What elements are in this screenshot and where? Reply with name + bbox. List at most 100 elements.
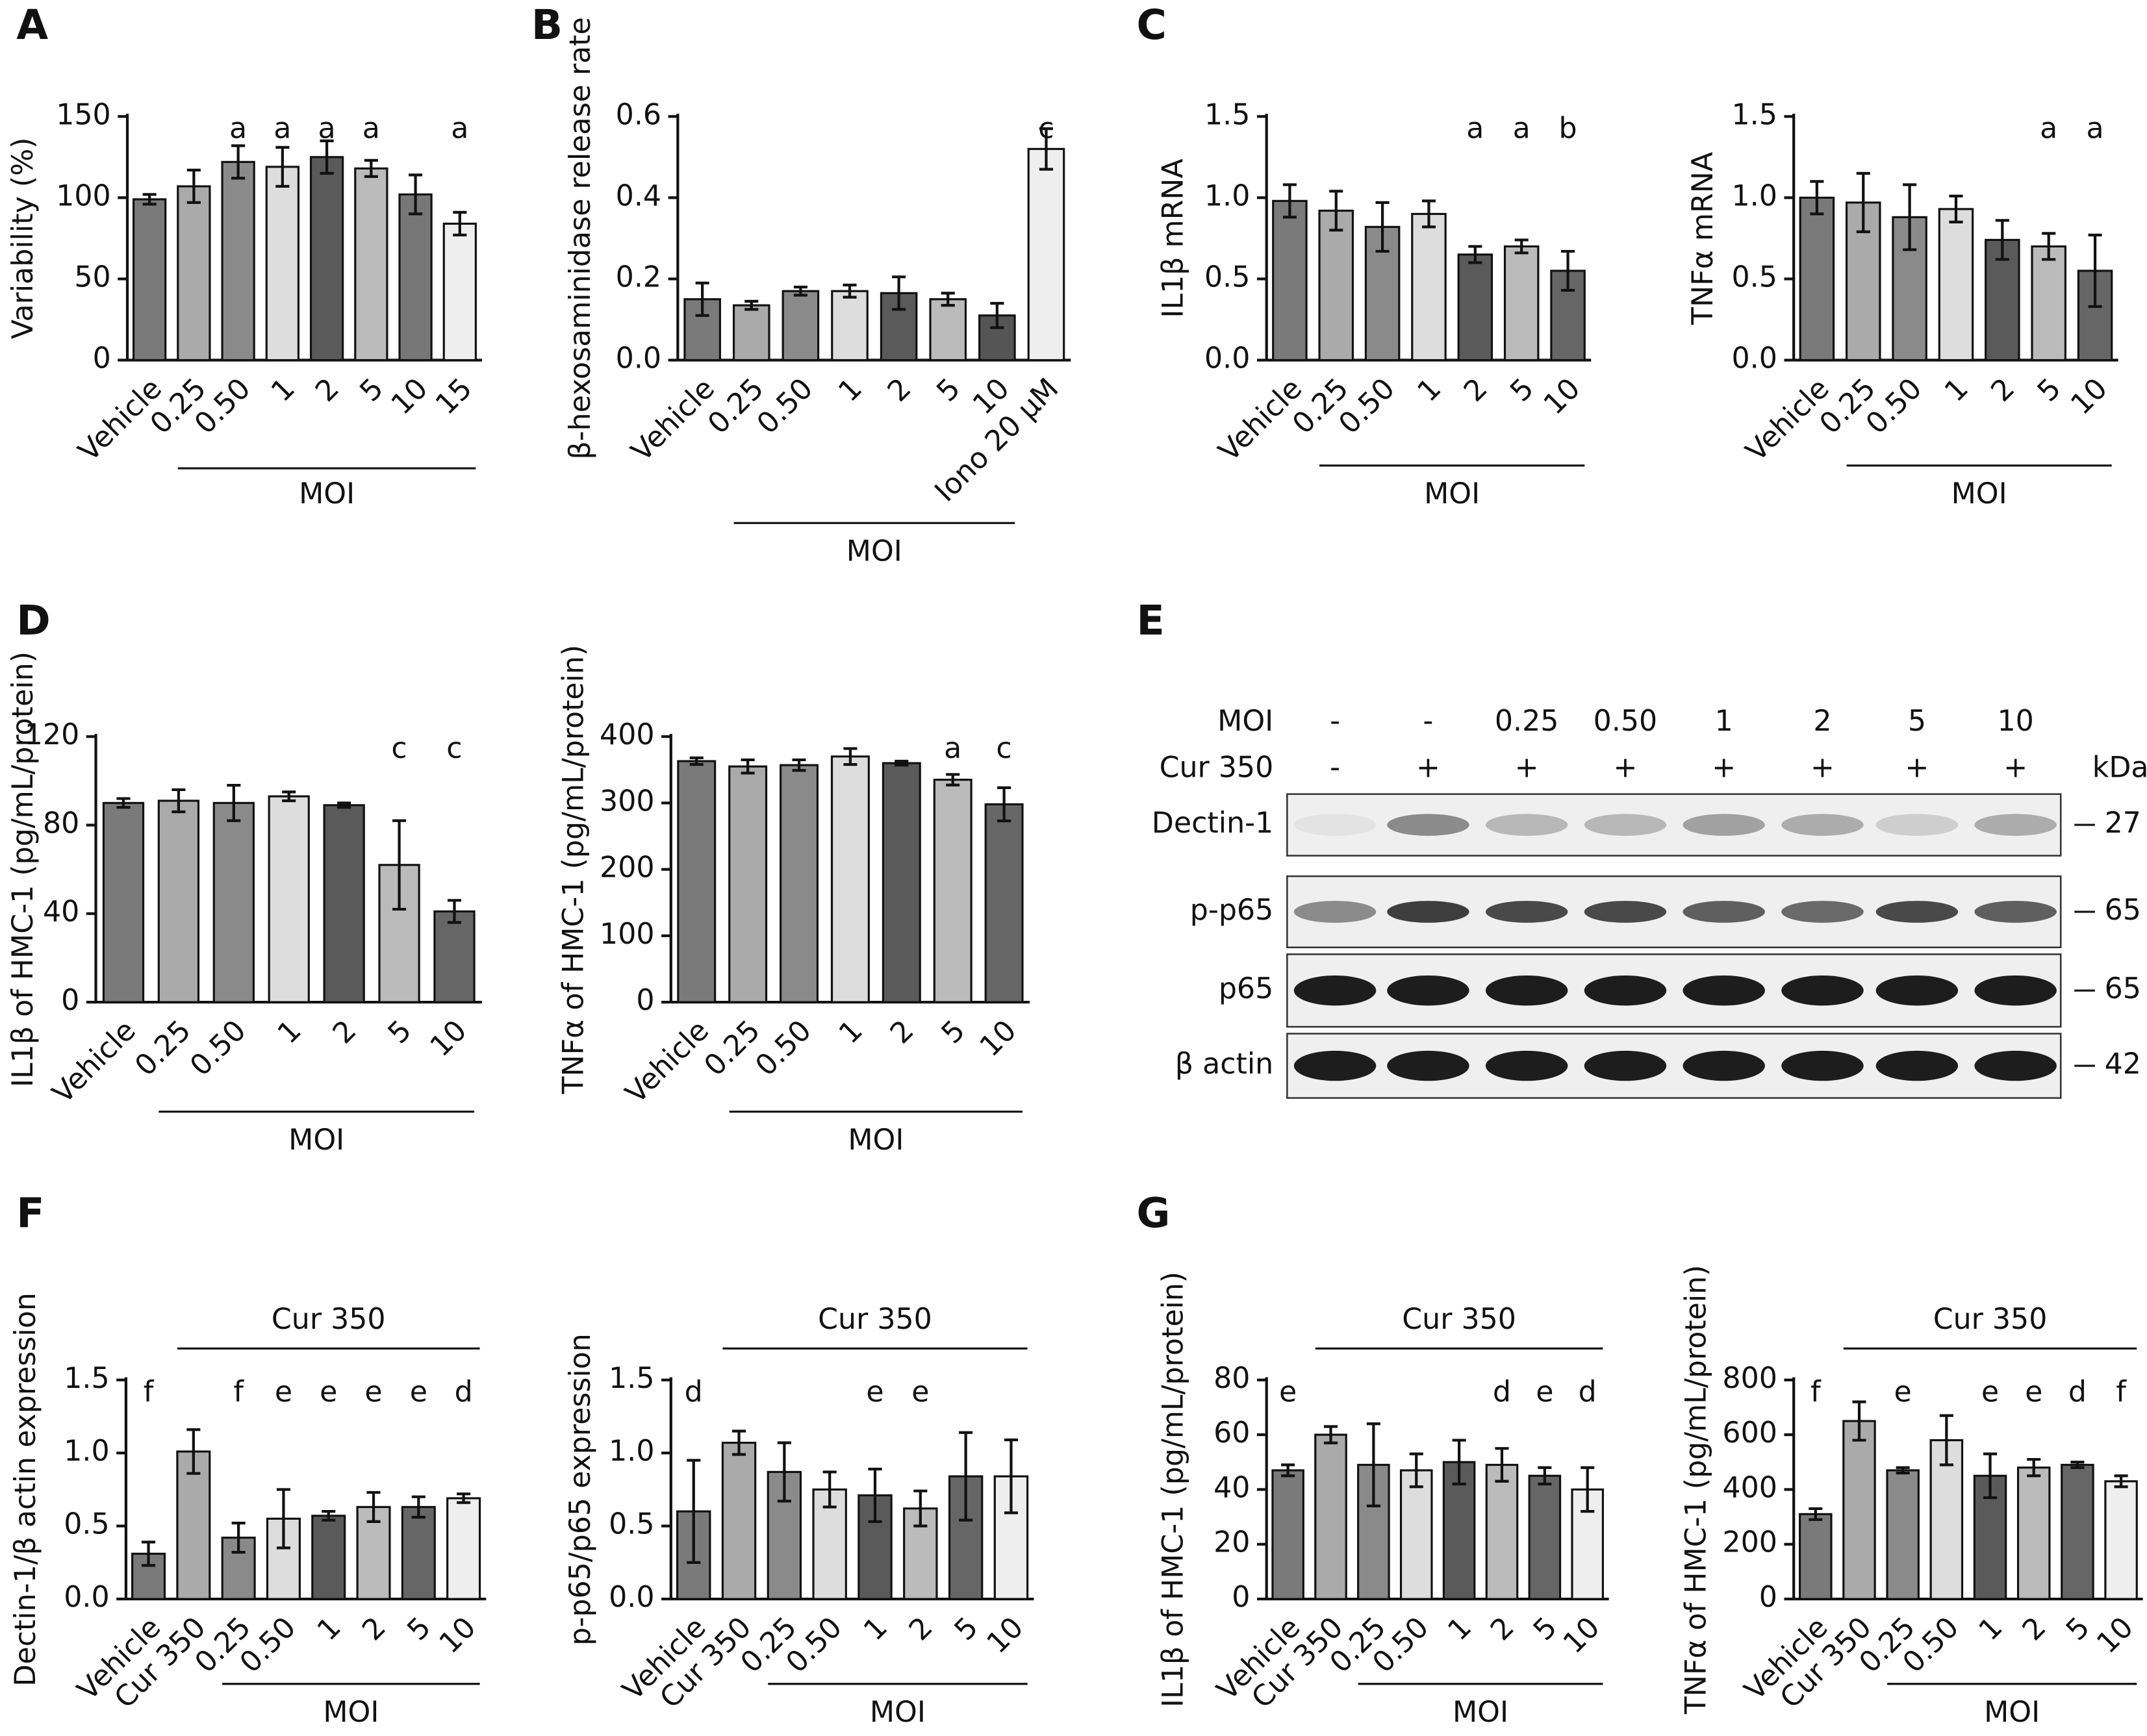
y-tick-label: 600 bbox=[1722, 1416, 1777, 1450]
annotation: e bbox=[2025, 1376, 2042, 1409]
bar bbox=[1411, 212, 1447, 362]
error-bar bbox=[1581, 1466, 1595, 1513]
y-tick-label: 0.2 bbox=[616, 260, 661, 294]
group-label: Cur 350 bbox=[818, 1303, 932, 1336]
error-bar bbox=[1375, 201, 1390, 253]
band bbox=[1293, 901, 1377, 923]
x-tick-label: 15 bbox=[429, 372, 479, 421]
row-label: β actin bbox=[1175, 1048, 1273, 1081]
bar bbox=[933, 779, 972, 1003]
bar bbox=[1027, 147, 1065, 362]
error-bar bbox=[1538, 1466, 1552, 1486]
annotation: d bbox=[2068, 1376, 2087, 1409]
band bbox=[1781, 975, 1864, 1006]
lane-label: - bbox=[1423, 705, 1433, 738]
y-tick-label: 0.5 bbox=[64, 1508, 109, 1541]
band bbox=[1683, 901, 1765, 923]
band bbox=[1387, 901, 1469, 923]
annotation: a bbox=[362, 112, 380, 145]
annotation: e bbox=[410, 1376, 427, 1409]
group-label: MOI bbox=[848, 1124, 904, 1157]
y-tick-label: 20 bbox=[1213, 1526, 1250, 1559]
error-bar bbox=[1421, 199, 1436, 229]
bar bbox=[221, 160, 255, 362]
error-bar bbox=[822, 1470, 837, 1509]
x-tick-label: 5 bbox=[930, 372, 967, 409]
y-tick-label: 0.0 bbox=[64, 1581, 109, 1614]
blot-box bbox=[1286, 793, 2062, 857]
x-tick-label: 1 bbox=[833, 1014, 869, 1050]
band bbox=[1974, 901, 2057, 923]
x-tick-label: 10 bbox=[385, 372, 435, 421]
x-tick-label: 1 bbox=[858, 1611, 894, 1647]
annotation: e bbox=[1536, 1376, 1553, 1409]
bar bbox=[1314, 1433, 1347, 1600]
error-bar bbox=[1409, 1452, 1423, 1489]
kda-label: 42 bbox=[2105, 1048, 2141, 1081]
bar bbox=[728, 765, 768, 1003]
error-bar bbox=[1856, 171, 1870, 234]
error-bar bbox=[777, 1441, 791, 1503]
kda-label: 65 bbox=[2105, 972, 2141, 1005]
bar bbox=[1271, 1469, 1304, 1600]
y-tick-label: 80 bbox=[43, 807, 79, 840]
x-tick-label: 5 bbox=[401, 1611, 437, 1647]
annotation: f bbox=[1810, 1376, 1822, 1409]
annotation: e bbox=[1981, 1376, 1999, 1409]
group-label: MOI bbox=[1424, 477, 1480, 510]
error-bar bbox=[732, 1429, 746, 1456]
bar bbox=[1503, 245, 1540, 362]
x-tick-label: 1 bbox=[1411, 372, 1447, 409]
error-bar bbox=[1004, 1438, 1019, 1515]
error-bar bbox=[392, 819, 407, 911]
panel-label: A bbox=[16, 1, 48, 49]
band bbox=[1683, 814, 1765, 836]
bar bbox=[721, 1441, 757, 1600]
y-tick-label: 1.0 bbox=[1732, 179, 1777, 212]
bar bbox=[354, 167, 388, 362]
error-bar bbox=[231, 144, 246, 180]
y-tick-label: 0.6 bbox=[616, 98, 661, 131]
annotation: a bbox=[2040, 112, 2057, 145]
band bbox=[1485, 975, 1568, 1006]
y-tick-label: 150 bbox=[56, 98, 110, 131]
bar bbox=[132, 198, 167, 362]
error-bar bbox=[1039, 127, 1054, 171]
x-tick-label: 0.25 bbox=[129, 1014, 197, 1083]
bar bbox=[2061, 1463, 2094, 1600]
error-bar bbox=[793, 285, 807, 297]
bar bbox=[1938, 208, 1974, 362]
x-tick-label: 1 bbox=[311, 1611, 348, 1647]
band bbox=[1683, 1050, 1765, 1081]
error-bar bbox=[142, 1541, 156, 1567]
x-tick-label: 10 bbox=[424, 1014, 474, 1063]
bar bbox=[398, 193, 433, 362]
lane-label: 1 bbox=[1715, 705, 1733, 738]
band bbox=[1974, 1050, 2057, 1081]
bar bbox=[831, 290, 869, 362]
annotation: a bbox=[318, 112, 336, 145]
y-tick-label: 200 bbox=[600, 851, 654, 885]
band bbox=[1875, 975, 1959, 1006]
y-tick-label: 80 bbox=[1213, 1362, 1250, 1395]
x-tick-label: 0.50 bbox=[1860, 372, 1929, 441]
bar bbox=[1528, 1474, 1562, 1600]
band bbox=[1683, 975, 1765, 1006]
bar bbox=[1318, 209, 1354, 362]
x-tick-label: 10 bbox=[980, 1611, 1030, 1660]
band bbox=[1974, 814, 2057, 836]
x-tick-label: 10 bbox=[2090, 1611, 2140, 1660]
error-bar bbox=[1983, 1452, 1998, 1500]
error-bar bbox=[453, 210, 467, 237]
bar bbox=[929, 298, 967, 362]
band bbox=[1584, 901, 1667, 923]
y-tick-label: 1.5 bbox=[64, 1362, 109, 1395]
band bbox=[1387, 814, 1469, 836]
bar bbox=[2016, 1466, 2051, 1600]
bar bbox=[1799, 196, 1835, 362]
y-tick-label: 0.4 bbox=[616, 179, 661, 212]
bar bbox=[1929, 1439, 1964, 1600]
group-label: MOI bbox=[1984, 1696, 2040, 1729]
bar bbox=[1272, 199, 1308, 362]
y-tick-label: 100 bbox=[600, 918, 654, 951]
